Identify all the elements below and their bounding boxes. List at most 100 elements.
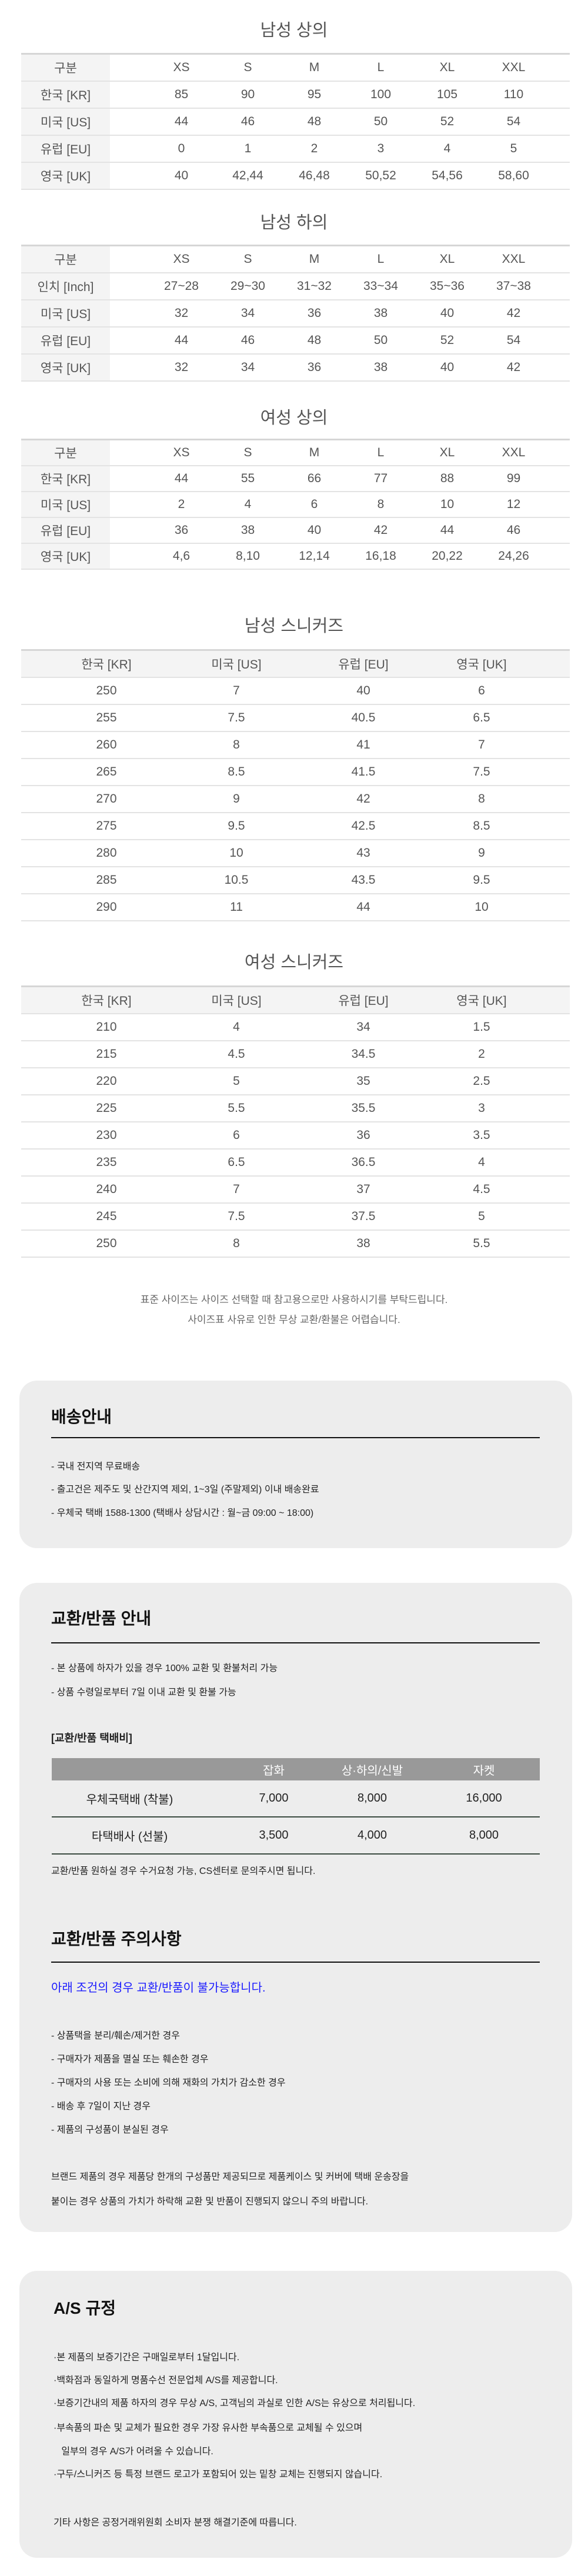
- size-cell: 105: [436, 88, 458, 101]
- fee-cell: 8,000: [469, 1829, 499, 1842]
- shoe-cell: 9.5: [228, 819, 245, 833]
- caution-title: 교환/반품 주의사항: [51, 1930, 182, 1948]
- size-header-cell: L: [377, 61, 385, 74]
- brand-note: 브랜드 제품의 경우 제품당 한개의 구성품만 제공되므로 제품케이스 및 커버…: [51, 2172, 409, 2182]
- row-label: 유럽 [EU]: [21, 328, 110, 353]
- shoe-header-cell: 유럽 [EU]: [338, 658, 389, 671]
- size-cell: 4: [443, 142, 451, 155]
- size-cell: 95: [307, 88, 322, 101]
- shoe-cell: 280: [96, 846, 117, 860]
- size-cell: 36: [307, 306, 322, 320]
- shoe-cell: 35: [356, 1074, 370, 1088]
- size-table-header: 구분 XS S M L XL XXL: [21, 246, 570, 273]
- shoe-cell: 11: [230, 900, 243, 914]
- shoe-cell: 6: [478, 684, 485, 697]
- size-cell: 37~38: [496, 279, 531, 293]
- shoe-cell: 290: [96, 900, 117, 914]
- shoe-cell: 4.5: [473, 1182, 490, 1196]
- size-cell: 99: [506, 472, 521, 485]
- size-cell: 44: [174, 472, 189, 485]
- size-cell: 16,18: [365, 549, 396, 563]
- shoe-header-cell: 미국 [US]: [211, 994, 262, 1008]
- size-table-header: 구분 XS S M L XL XXL: [21, 55, 570, 82]
- exchange-item: - 본 상품에 하자가 있을 경우 100% 교환 및 환불처리 가능: [51, 1663, 278, 1673]
- shoe-table-row: 290 11 44 10: [21, 894, 570, 921]
- size-table-row: 영국 [UK] 32 34 36 38 40 42: [21, 355, 570, 382]
- size-cell: 58,60: [498, 169, 529, 182]
- size-cell: 42,44: [232, 169, 263, 182]
- size-cell: 40: [307, 523, 322, 537]
- size-header-cell: XL: [439, 446, 455, 459]
- shoe-cell: 10.5: [224, 873, 249, 887]
- size-cell: 46: [506, 523, 521, 537]
- shoe-cell: 1.5: [473, 1020, 490, 1034]
- shoe-table-header: 한국 [KR] 미국 [US] 유럽 [EU] 영국 [UK]: [21, 987, 570, 1014]
- size-cell: 52: [440, 333, 455, 347]
- size-cell: 27~28: [164, 279, 199, 293]
- size-cell: 66: [307, 472, 322, 485]
- shoe-cell: 6: [233, 1128, 240, 1142]
- as-item: ·본 제품의 보증기간은 구매일로부터 1달입니다.: [54, 2353, 240, 2363]
- shoe-cell: 4.5: [228, 1047, 245, 1061]
- as-policy-box: A/S 규정 ·본 제품의 보증기간은 구매일로부터 1달입니다. ·백화점과 …: [19, 2271, 572, 2558]
- mens-top-size-table: 구분 XS S M L XL XXL 한국 [KR] 85 90 95 100 105 110 미국 [US…: [21, 53, 570, 190]
- size-table-row: 미국 [US] 2 4 6 8 10 12: [21, 492, 570, 518]
- shoe-cell: 255: [96, 711, 117, 724]
- shoe-cell: 220: [96, 1074, 117, 1088]
- shoe-cell: 8: [233, 738, 240, 751]
- shoe-header-cell: 유럽 [EU]: [338, 994, 389, 1008]
- size-cell: 3: [377, 142, 385, 155]
- size-table-row: 인치 [Inch] 27~28 29~30 31~32 33~34 35~36 37~38: [21, 273, 570, 300]
- shipping-item: - 우체국 택배 1588-1300 (택배사 상담시간 : 월~금 09:00…: [51, 1508, 314, 1518]
- size-cell: 42: [506, 306, 521, 320]
- shoe-cell: 225: [96, 1101, 117, 1115]
- caution-item: - 상품택을 분리/훼손/제거한 경우: [51, 2031, 180, 2041]
- size-cell: 44: [174, 115, 189, 128]
- shoe-table-row: 265 8.5 41.5 7.5: [21, 759, 570, 786]
- size-cell: 24,26: [498, 549, 529, 563]
- size-cell: 100: [370, 88, 392, 101]
- mens-bottom-title: 남성 하의: [260, 213, 328, 232]
- size-header-cell: S: [243, 446, 252, 459]
- size-cell: 31~32: [297, 279, 332, 293]
- shoe-table-row: 250 7 40 6: [21, 678, 570, 705]
- row-label: 영국 [UK]: [21, 355, 110, 380]
- fee-table-row: 우체국택배 (착불) 7,000 8,000 16,000: [52, 1780, 540, 1817]
- caution-item: - 구매자의 사용 또는 소비에 의해 재화의 가치가 감소한 경우: [51, 2078, 286, 2088]
- size-cell: 1: [244, 142, 252, 155]
- exchange-title: 교환/반품 안내: [51, 1609, 152, 1628]
- shoe-cell: 38: [356, 1237, 370, 1250]
- shoe-cell: 43: [356, 846, 370, 860]
- shoe-cell: 7: [233, 684, 240, 697]
- row-label: 미국 [US]: [21, 109, 110, 135]
- size-header-cell: L: [377, 446, 385, 459]
- size-cell: 38: [373, 360, 388, 374]
- womens-top-title: 여성 상의: [260, 409, 328, 427]
- size-cell: 4: [244, 497, 252, 511]
- size-cell: 42: [373, 523, 388, 537]
- shoe-cell: 34: [356, 1020, 370, 1034]
- shoe-cell: 36: [356, 1128, 370, 1142]
- size-cell: 38: [240, 523, 255, 537]
- fee-header-cell: 상·하의/신발: [341, 1764, 403, 1778]
- shoe-cell: 275: [96, 819, 117, 833]
- size-header-cell: XXL: [502, 252, 526, 266]
- size-cell: 33~34: [363, 279, 398, 293]
- size-cell: 2: [178, 497, 185, 511]
- shoe-table-row: 230 6 36 3.5: [21, 1122, 570, 1150]
- size-cell: 46: [240, 333, 255, 347]
- size-header-cell: XXL: [502, 61, 526, 74]
- size-cell: 46: [240, 115, 255, 128]
- row-label: 한국 [KR]: [21, 82, 110, 108]
- shoe-cell: 270: [96, 792, 117, 806]
- size-cell: 42: [506, 360, 521, 374]
- shipping-title: 배송안내: [51, 1408, 112, 1426]
- shoe-cell: 3.5: [473, 1128, 490, 1142]
- size-table-row: 미국 [US] 32 34 36 38 40 42: [21, 300, 570, 328]
- shoe-table-row: 285 10.5 43.5 9.5: [21, 867, 570, 894]
- size-cell: 54,56: [432, 169, 463, 182]
- mens-sneakers-title: 남성 스니커즈: [244, 617, 344, 636]
- shoe-table-row: 215 4.5 34.5 2: [21, 1041, 570, 1068]
- as-item: ·백화점과 동일하게 명품수선 전문업체 A/S를 제공합니다.: [54, 2375, 278, 2385]
- as-item: 일부의 경우 A/S가 어려울 수 있습니다.: [54, 2447, 213, 2457]
